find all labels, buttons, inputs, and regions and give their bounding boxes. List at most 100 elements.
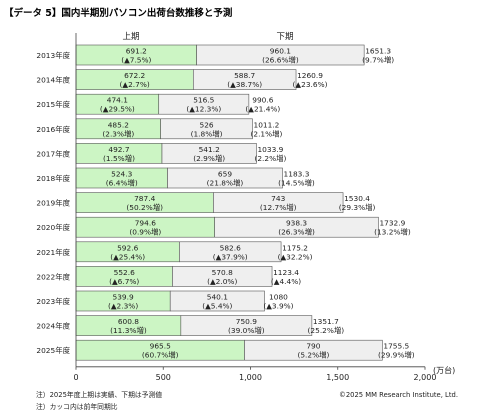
change-label-second-half: (▲5.4%) (202, 302, 232, 311)
change-label-second-half: (▲2.0%) (207, 277, 237, 286)
category-label: 2020年度 (36, 223, 70, 232)
change-label-second-half: (26.6%増) (262, 56, 299, 65)
legend-second-half: 下期 (276, 32, 293, 42)
total-change-label: (9.7%増) (362, 56, 394, 65)
change-label-second-half: (▲37.9%) (213, 252, 248, 261)
change-label-second-half: (21.8%増) (207, 179, 244, 188)
change-label-second-half: (2.9%増) (193, 154, 225, 163)
change-label-first-half: (▲29.5%) (100, 105, 135, 114)
value-label-second-half: 743 (271, 194, 285, 203)
bars-group: 2013年度 691.2(▲7.5%) 960.1(26.6%増) 1651.3(9.… (36, 44, 415, 361)
legend-first-half: 上期 (122, 32, 139, 42)
total-value-label: 1033.9 (257, 145, 283, 154)
total-change-label: (29.3%増) (339, 203, 376, 212)
category-label: 2025年度 (36, 346, 70, 355)
value-label-first-half: 492.7 (108, 145, 129, 154)
value-label-second-half: 790 (306, 342, 320, 351)
change-label-first-half: (▲2.3%) (108, 302, 138, 311)
total-value-label: 1123.4 (273, 268, 299, 277)
value-label-second-half: 659 (218, 170, 232, 179)
category-label: 2019年度 (36, 199, 70, 208)
value-label-first-half: 794.6 (135, 219, 156, 228)
change-label-second-half: (▲38.7%) (227, 80, 262, 89)
bar-second-half (192, 69, 297, 90)
value-label-second-half: 516.5 (193, 96, 214, 105)
total-value-label: 1183.3 (284, 170, 310, 179)
value-label-first-half: 691.2 (126, 47, 147, 56)
bar-second-half (158, 93, 250, 115)
value-label-first-half: 787.4 (134, 194, 155, 203)
total-change-label: (▲23.6%) (293, 80, 328, 89)
change-label-first-half: (0.9%増) (129, 228, 161, 237)
total-change-label: (13.2%増) (374, 228, 411, 237)
note-2: 注）カッコ内は前年同期比 (36, 402, 118, 411)
bar-second-half (160, 118, 253, 140)
value-label-first-half: 524.3 (111, 170, 132, 179)
bar-second-half (169, 290, 265, 312)
category-label: 2024年度 (36, 322, 70, 331)
change-label-first-half: (50.2%増) (126, 203, 163, 212)
total-change-label: (▲32.2%) (278, 252, 313, 261)
value-label-second-half: 750.9 (236, 317, 257, 326)
total-value-label: 990.6 (252, 96, 273, 105)
category-label: 2013年度 (36, 51, 70, 60)
total-value-label: 1530.4 (344, 194, 370, 203)
bar-second-half (244, 339, 383, 361)
value-label-first-half: 485.2 (108, 120, 129, 129)
value-label-second-half: 960.1 (270, 47, 291, 56)
category-label: 2017年度 (36, 149, 70, 158)
change-label-first-half: (▲7.5%) (121, 56, 151, 65)
category-label: 2015年度 (36, 100, 70, 109)
total-change-label: (25.2%増) (308, 326, 345, 335)
total-value-label: 1755.5 (383, 342, 409, 351)
bar-second-half (180, 315, 313, 336)
bar-second-half (213, 192, 344, 213)
change-label-second-half: (26.3%増) (278, 228, 315, 237)
change-label-first-half: (2.3%増) (102, 129, 134, 138)
total-value-label: 1080 (269, 293, 288, 302)
value-label-first-half: 965.5 (150, 342, 171, 351)
change-label-first-half: (6.4%増) (106, 179, 138, 188)
unit-label: (万台) (433, 365, 455, 375)
copyright: ©2025 MM Research Institute, Ltd. (339, 391, 458, 399)
note-1: 注）2025年度上期は実績、下期は予測値 (36, 390, 162, 399)
value-label-second-half: 526 (200, 120, 214, 129)
total-change-label: (▲21.4%) (245, 105, 280, 114)
bar-second-half (179, 241, 282, 263)
total-change-label: (14.5%増) (278, 179, 315, 188)
value-label-second-half: 938.3 (286, 219, 307, 228)
total-change-label: (29.9%増) (378, 351, 415, 360)
change-label-first-half: (▲2.7%) (120, 80, 150, 89)
value-label-second-half: 570.8 (212, 268, 233, 277)
x-tick-label: 500 (156, 373, 171, 382)
x-tick-label: 0 (73, 373, 78, 382)
change-label-second-half: (39.0%増) (228, 326, 265, 335)
bar-second-half (172, 266, 273, 287)
total-value-label: 1351.7 (313, 317, 339, 326)
change-label-first-half: (▲25.4%) (110, 252, 145, 261)
total-change-label: (▲3.9%) (263, 302, 293, 311)
x-tick-label: 1,000 (239, 373, 262, 382)
total-change-label: (2.1%増) (250, 129, 282, 138)
change-label-second-half: (5.2%増) (297, 351, 329, 360)
change-label-second-half: (12.7%増) (260, 203, 297, 212)
change-label-second-half: (1.8%増) (191, 129, 223, 138)
change-label-first-half: (11.3%増) (110, 326, 147, 335)
value-label-first-half: 672.2 (124, 71, 145, 80)
total-value-label: 1732.9 (379, 219, 405, 228)
x-tick-label: 2,000 (414, 373, 437, 382)
total-change-label: (2.2%増) (254, 154, 286, 163)
category-label: 2022年度 (36, 272, 70, 281)
total-value-label: 1260.9 (297, 71, 323, 80)
category-label: 2021年度 (36, 248, 70, 257)
category-label: 2023年度 (36, 297, 70, 306)
total-value-label: 1175.2 (282, 243, 308, 252)
bar-second-half (161, 143, 257, 164)
value-label-first-half: 474.1 (107, 96, 128, 105)
bar-second-half (196, 44, 365, 66)
total-value-label: 1651.3 (365, 47, 391, 56)
value-label-first-half: 592.6 (117, 243, 138, 252)
category-label: 2014年度 (36, 76, 70, 85)
value-label-first-half: 552.6 (114, 268, 135, 277)
